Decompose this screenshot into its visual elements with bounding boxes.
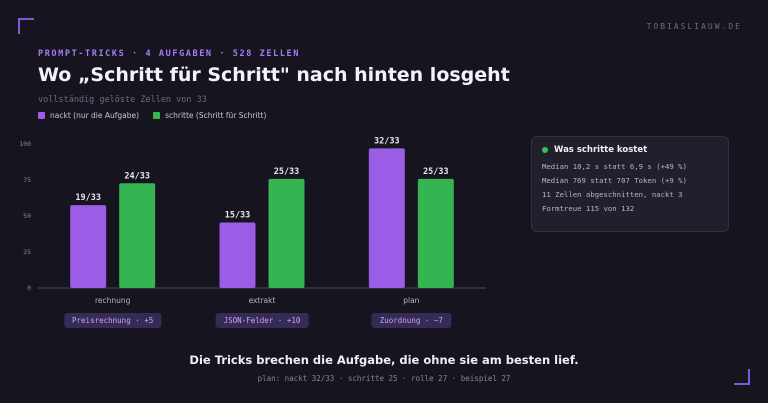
x-tick-label: rechnung	[95, 296, 131, 305]
bar-rechnung-schritte	[119, 183, 156, 288]
legend-item-nackt: nackt (nur die Aufgabe)	[38, 111, 139, 120]
data-label: 24/33	[124, 171, 150, 181]
category-badge: Zuordnung · −7	[371, 313, 451, 328]
x-tick-label: extrakt	[249, 296, 276, 305]
site-name: TOBIASLIAUW.DE	[646, 22, 742, 31]
legend-swatch-nackt	[38, 112, 45, 119]
panel-title: Was schritte kostet	[554, 145, 648, 155]
x-tick-label: plan	[403, 296, 419, 305]
legend-swatch-schritte	[153, 112, 161, 119]
legend: nackt (nur die Aufgabe) schritte (Schrit…	[38, 111, 266, 120]
data-label: 32/33	[374, 136, 400, 146]
category-badge: JSON-Felder · +10	[215, 313, 309, 328]
bar-extrakt-schritte	[268, 178, 305, 288]
corner-mark-bottom-right	[734, 369, 750, 385]
corner-mark-top-left	[18, 18, 34, 34]
data-label: 25/33	[274, 167, 300, 177]
bar-plan-nackt	[368, 148, 405, 288]
footer-title: Die Tricks brechen die Aufgabe, die ohne…	[189, 353, 579, 367]
panel-line-tokens: Median 769 statt 707 Token (+9 %)	[542, 176, 687, 185]
bar-extrakt-nackt	[219, 222, 256, 288]
legend-item-schritte: schritte (Schritt für Schritt)	[153, 111, 266, 120]
data-label: 15/33	[225, 211, 251, 221]
legend-label-schritte: schritte (Schritt für Schritt)	[165, 111, 267, 120]
panel-line-duration: Median 10,2 s statt 6,9 s (+49 %)	[542, 162, 687, 171]
y-tick-label: 25	[23, 248, 31, 256]
legend-label-nackt: nackt (nur die Aufgabe)	[50, 111, 140, 120]
y-tick-label: 50	[23, 212, 31, 220]
footer-subtitle: plan: nackt 32/33 · schritte 25 · rolle …	[257, 374, 511, 383]
panel-header: Was schritte kostet	[542, 145, 718, 155]
cost-panel: Was schritte kostet Median 10,2 s statt …	[531, 136, 729, 232]
panel-lines: Median 10,2 s statt 6,9 s (+49 %) Median…	[542, 162, 718, 213]
data-label: 19/33	[75, 193, 101, 203]
y-tick-label: 75	[23, 176, 31, 184]
bar-rechnung-nackt	[70, 205, 107, 288]
y-tick-label: 100	[19, 140, 31, 148]
bar-plan-schritte	[417, 178, 454, 288]
panel-line-truncated: 11 Zellen abgeschnitten, nackt 3	[542, 190, 683, 199]
data-label: 25/33	[423, 167, 449, 177]
category-badge: Preisrechnung · +5	[64, 313, 162, 328]
eyebrow: PROMPT-TRICKS · 4 AUFGABEN · 528 ZELLEN	[38, 49, 300, 59]
y-tick-label: 0	[27, 284, 31, 292]
chart-subtitle: vollständig gelöste Zellen von 33	[38, 95, 207, 105]
panel-line-format: Formtreue 115 von 132	[542, 204, 635, 213]
status-dot-icon	[542, 147, 548, 153]
chart-title: Wo „Schritt für Schritt" nach hinten los…	[38, 64, 510, 86]
